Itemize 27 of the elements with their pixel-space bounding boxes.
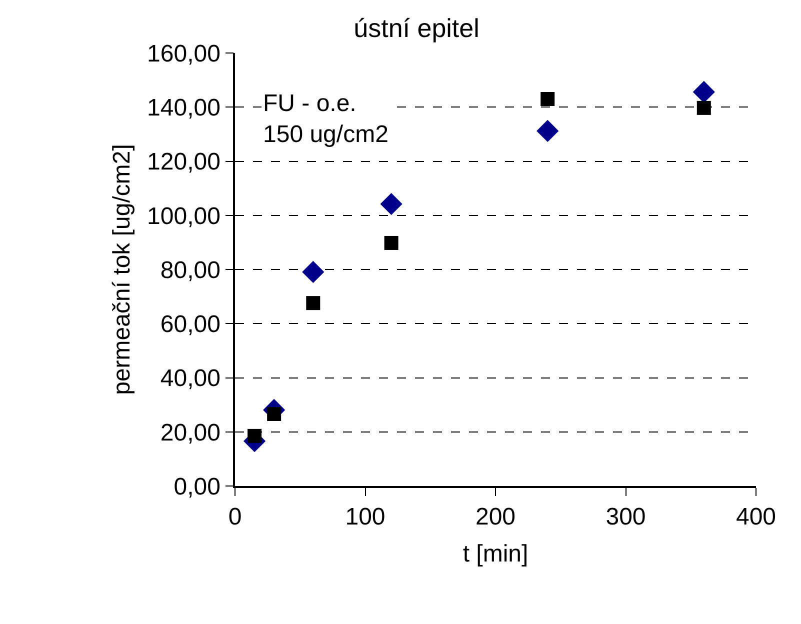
- point: [302, 260, 324, 283]
- y-tick-label: 60,00: [160, 311, 220, 338]
- point: [540, 92, 555, 106]
- point: [248, 428, 262, 443]
- x-tick-label: 400: [736, 504, 776, 531]
- y-tick-label: 100,00: [147, 202, 220, 230]
- x-tick-label: 200: [475, 504, 516, 531]
- y-tick-label: 160,00: [147, 40, 220, 68]
- y-axis-title: permeační tok [ug/cm2]: [108, 144, 136, 395]
- chart-title: ústní epitel: [354, 13, 480, 44]
- point: [696, 100, 711, 115]
- y-tick-label: 0,00: [174, 473, 220, 500]
- x-tick-label: 0: [228, 504, 242, 531]
- point: [306, 296, 320, 310]
- y-tick-label: 140,00: [147, 94, 220, 122]
- point: [384, 236, 398, 250]
- y-tick-label: 120,00: [147, 148, 220, 176]
- point: [267, 407, 282, 422]
- y-tick-label: 40,00: [160, 365, 220, 392]
- point: [380, 192, 402, 216]
- y-tick-label: 80,00: [160, 256, 220, 284]
- y-tick-label: 20,00: [160, 419, 220, 446]
- x-tick-label: 300: [606, 504, 646, 531]
- x-tick-label: 100: [345, 504, 386, 531]
- x-axis-title: t [min]: [462, 540, 528, 568]
- annotation: FU - o.e. 150 ug/cm2: [263, 90, 388, 148]
- point: [536, 120, 559, 142]
